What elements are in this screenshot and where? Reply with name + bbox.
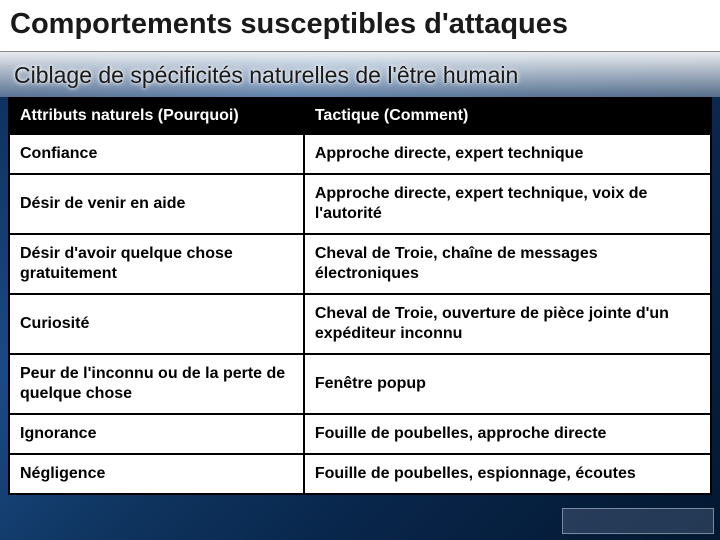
cell-tactic: Fenêtre popup [304,354,711,414]
table-header-tactic: Tactique (Comment) [304,98,711,134]
table-row: Négligence Fouille de poubelles, espionn… [9,454,711,494]
attack-behaviors-table: Attributs naturels (Pourquoi) Tactique (… [8,97,712,495]
cell-tactic: Fouille de poubelles, espionnage, écoute… [304,454,711,494]
table-row: Peur de l'inconnu ou de la perte de quel… [9,354,711,414]
slide-title: Comportements susceptibles d'attaques [0,0,720,52]
cell-attribute: Curiosité [9,294,304,354]
cell-attribute: Confiance [9,134,304,174]
table-row: Désir d'avoir quelque chose gratuitement… [9,234,711,294]
footer-placeholder [562,508,714,534]
cell-attribute: Désir de venir en aide [9,174,304,234]
cell-tactic: Fouille de poubelles, approche directe [304,414,711,454]
cell-tactic: Approche directe, expert technique [304,134,711,174]
table-row: Désir de venir en aide Approche directe,… [9,174,711,234]
table-header-row: Attributs naturels (Pourquoi) Tactique (… [9,98,711,134]
table-row: Ignorance Fouille de poubelles, approche… [9,414,711,454]
cell-attribute: Ignorance [9,414,304,454]
cell-tactic: Cheval de Troie, ouverture de pièce join… [304,294,711,354]
cell-attribute: Peur de l'inconnu ou de la perte de quel… [9,354,304,414]
table-row: Confiance Approche directe, expert techn… [9,134,711,174]
subtitle-band: Ciblage de spécificités naturelles de l'… [0,52,720,97]
slide: Comportements susceptibles d'attaques Ci… [0,0,720,540]
table-header-attributes: Attributs naturels (Pourquoi) [9,98,304,134]
table-container: Attributs naturels (Pourquoi) Tactique (… [0,97,720,495]
cell-attribute: Négligence [9,454,304,494]
cell-tactic: Cheval de Troie, chaîne de messages élec… [304,234,711,294]
table-row: Curiosité Cheval de Troie, ouverture de … [9,294,711,354]
cell-attribute: Désir d'avoir quelque chose gratuitement [9,234,304,294]
slide-subtitle: Ciblage de spécificités naturelles de l'… [0,52,720,97]
cell-tactic: Approche directe, expert technique, voix… [304,174,711,234]
